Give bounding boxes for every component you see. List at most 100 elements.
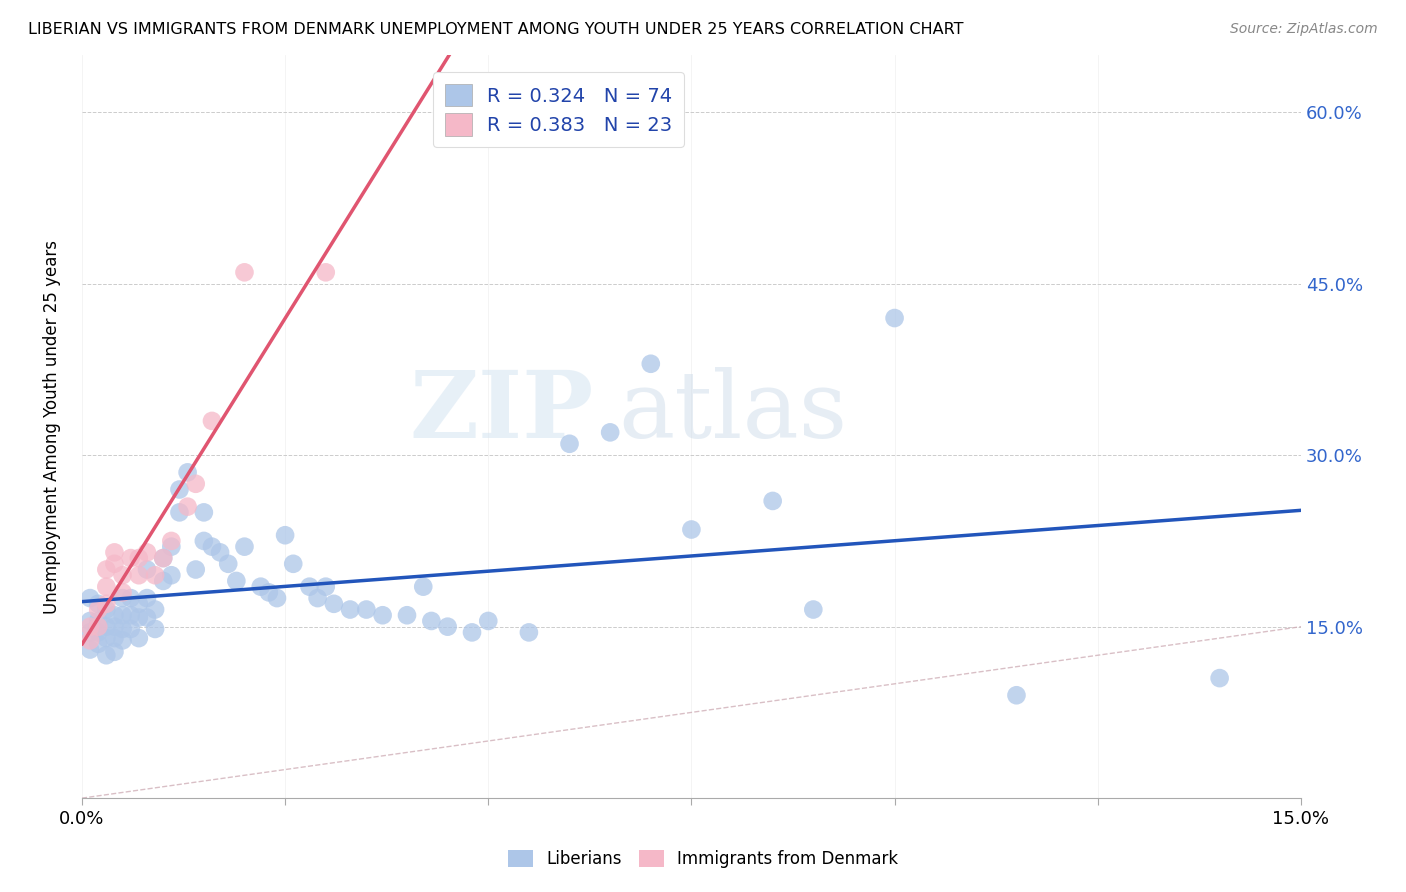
Point [96, 631, 118, 645]
Point [298, 580, 321, 594]
Legend: R = 0.324   N = 74, R = 0.383   N = 23: R = 0.324 N = 74, R = 0.383 N = 23 [433, 72, 685, 147]
Point [176, 466, 198, 480]
Point [169, 483, 191, 497]
Point [103, 608, 125, 623]
Point [339, 602, 361, 616]
Point [87, 620, 110, 634]
Point [209, 545, 232, 559]
Point [315, 265, 337, 279]
Point [201, 414, 224, 428]
Point [266, 591, 288, 606]
Point [103, 557, 125, 571]
Point [169, 505, 191, 519]
Point [160, 568, 183, 582]
Point [143, 602, 166, 616]
Point [111, 622, 134, 636]
Point [152, 551, 174, 566]
Point [120, 622, 142, 636]
Point [87, 602, 110, 616]
Point [79, 633, 101, 648]
Point [111, 591, 134, 606]
Point [136, 591, 159, 606]
Text: atlas: atlas [619, 367, 848, 457]
Point [193, 533, 215, 548]
Point [111, 585, 134, 599]
Point [1208, 671, 1230, 685]
Text: Source: ZipAtlas.com: Source: ZipAtlas.com [1230, 22, 1378, 37]
Point [120, 551, 142, 566]
Point [136, 545, 159, 559]
Point [79, 591, 101, 606]
Point [233, 265, 256, 279]
Point [96, 602, 118, 616]
Point [128, 551, 150, 566]
Point [128, 597, 150, 611]
Point [176, 500, 198, 514]
Point [184, 476, 207, 491]
Point [79, 642, 101, 657]
Point [96, 648, 118, 663]
Point [128, 631, 150, 645]
Point [558, 437, 581, 451]
Point [225, 574, 247, 588]
Point [111, 633, 134, 648]
Point [681, 523, 703, 537]
Point [103, 545, 125, 559]
Point [103, 620, 125, 634]
Point [307, 591, 329, 606]
Point [79, 614, 101, 628]
Text: LIBERIAN VS IMMIGRANTS FROM DENMARK UNEMPLOYMENT AMONG YOUTH UNDER 25 YEARS CORR: LIBERIAN VS IMMIGRANTS FROM DENMARK UNEM… [28, 22, 963, 37]
Text: ZIP: ZIP [409, 367, 593, 457]
Point [143, 622, 166, 636]
Point [111, 568, 134, 582]
Point [120, 591, 142, 606]
Point [257, 585, 280, 599]
Point [87, 637, 110, 651]
Point [322, 597, 344, 611]
Point [1005, 688, 1028, 702]
Point [217, 557, 239, 571]
Point [103, 645, 125, 659]
Point [160, 533, 183, 548]
Point [136, 562, 159, 576]
Point [201, 540, 224, 554]
Point [87, 625, 110, 640]
Point [274, 528, 297, 542]
Point [79, 625, 101, 640]
Point [395, 608, 418, 623]
Point [184, 562, 207, 576]
Point [883, 311, 905, 326]
Point [315, 580, 337, 594]
Point [420, 614, 443, 628]
Point [79, 620, 101, 634]
Point [96, 597, 118, 611]
Point [87, 597, 110, 611]
Point [136, 610, 159, 624]
Point [640, 357, 662, 371]
Point [160, 540, 183, 554]
Point [193, 505, 215, 519]
Point [801, 602, 824, 616]
Point [283, 557, 305, 571]
Point [96, 620, 118, 634]
Point [249, 580, 271, 594]
Point [461, 625, 484, 640]
Point [762, 494, 785, 508]
Point [517, 625, 540, 640]
Point [103, 631, 125, 645]
Point [233, 540, 256, 554]
Point [436, 620, 458, 634]
Point [356, 602, 378, 616]
Point [128, 610, 150, 624]
Point [120, 608, 142, 623]
Point [152, 551, 174, 566]
Point [128, 568, 150, 582]
Point [371, 608, 394, 623]
Y-axis label: Unemployment Among Youth under 25 years: Unemployment Among Youth under 25 years [44, 240, 60, 614]
Point [96, 562, 118, 576]
Point [87, 614, 110, 628]
Point [477, 614, 499, 628]
Point [412, 580, 434, 594]
Point [96, 580, 118, 594]
Point [111, 608, 134, 623]
